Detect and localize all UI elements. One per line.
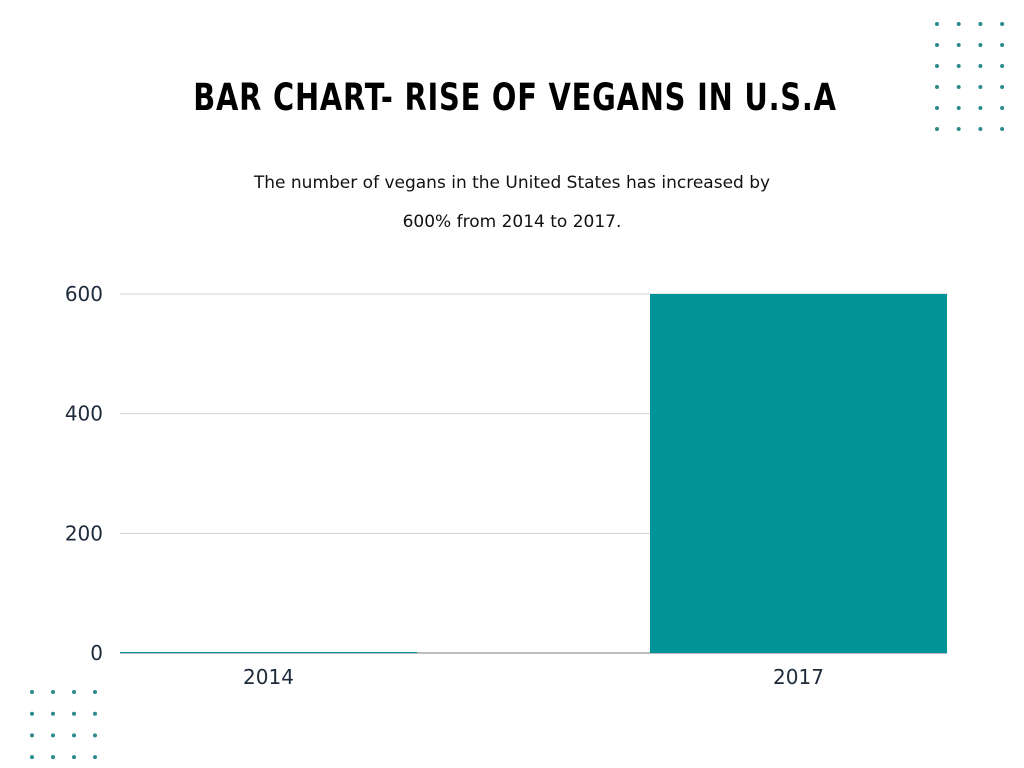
decorative-dot (93, 711, 97, 716)
decorative-dot (1000, 127, 1005, 131)
decorative-dot (51, 755, 55, 760)
x-tick-label: 2017 (773, 665, 824, 689)
y-tick-label: 400 (65, 402, 103, 426)
decorative-dot (978, 106, 983, 110)
chart-subtitle-line-1: The number of vegans in the United State… (253, 173, 771, 193)
decorative-dot (1000, 64, 1005, 68)
decorative-dot (935, 85, 939, 89)
bar-2014 (120, 652, 417, 653)
decorative-dot (72, 755, 76, 760)
decorative-dot (72, 733, 76, 738)
decorative-dot (72, 690, 76, 694)
decorative-dot (51, 711, 55, 716)
x-tick-label: 2014 (243, 665, 294, 689)
decorative-dot (935, 43, 939, 47)
decorative-dot (30, 733, 34, 738)
decorative-dot (1000, 85, 1005, 89)
decorative-dot (935, 106, 939, 110)
decorative-dot (30, 690, 34, 694)
decorative-dot (935, 127, 939, 131)
decorative-dot (956, 127, 961, 131)
decorative-dot (978, 43, 983, 47)
chart-subtitle-line-2: 600% from 2014 to 2017. (402, 212, 622, 232)
decorative-dot (93, 733, 97, 738)
decorative-dot (935, 64, 939, 68)
y-tick-label: 600 (65, 282, 103, 306)
decorative-dot (51, 690, 55, 694)
decorative-dot (978, 64, 983, 68)
decorative-dot (51, 733, 55, 738)
decorative-dot (956, 22, 961, 26)
decorative-dot (956, 106, 961, 110)
y-tick-label: 200 (65, 521, 103, 545)
bar-2017 (650, 294, 947, 653)
decorative-dot (978, 85, 983, 89)
decorative-dot (935, 22, 939, 26)
decorative-dot (1000, 43, 1005, 47)
chart-title: BAR CHART- RISE OF VEGANS IN U.S.A (193, 76, 837, 119)
decorative-dot (978, 127, 983, 131)
decorative-dot (93, 755, 97, 760)
decorative-dot (30, 711, 34, 716)
decorative-dot (1000, 22, 1005, 26)
decorative-dot (956, 43, 961, 47)
decorative-dot (956, 85, 961, 89)
decorative-dot (1000, 106, 1005, 110)
decorative-dot (978, 22, 983, 26)
decorative-dot (956, 64, 961, 68)
decorative-dot (30, 755, 34, 760)
decorative-dot (93, 690, 97, 694)
y-tick-label: 0 (90, 641, 103, 665)
decorative-dot (72, 711, 76, 716)
